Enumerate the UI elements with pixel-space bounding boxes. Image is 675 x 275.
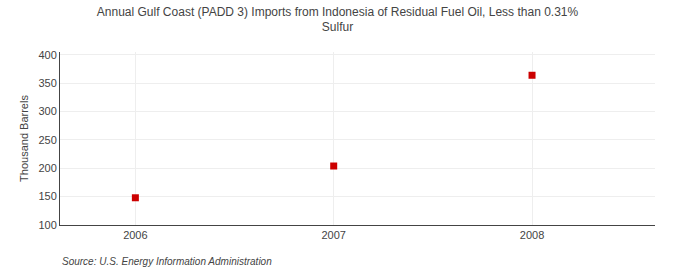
svg-text:Source: U.S. Energy Informatio: Source: U.S. Energy Information Administ… xyxy=(62,256,272,267)
svg-text:2008: 2008 xyxy=(520,229,544,241)
svg-text:150: 150 xyxy=(38,190,56,202)
svg-text:400: 400 xyxy=(38,49,56,61)
svg-text:Thousand Barrels: Thousand Barrels xyxy=(18,95,30,182)
svg-text:Annual Gulf Coast (PADD 3) Imp: Annual Gulf Coast (PADD 3) Imports from … xyxy=(97,5,579,35)
svg-text:250: 250 xyxy=(38,134,56,146)
svg-text:350: 350 xyxy=(38,77,56,89)
svg-text:300: 300 xyxy=(38,105,56,117)
svg-text:200: 200 xyxy=(38,162,56,174)
svg-text:2007: 2007 xyxy=(321,229,345,241)
svg-text:2006: 2006 xyxy=(123,229,147,241)
svg-text:100: 100 xyxy=(38,219,56,231)
